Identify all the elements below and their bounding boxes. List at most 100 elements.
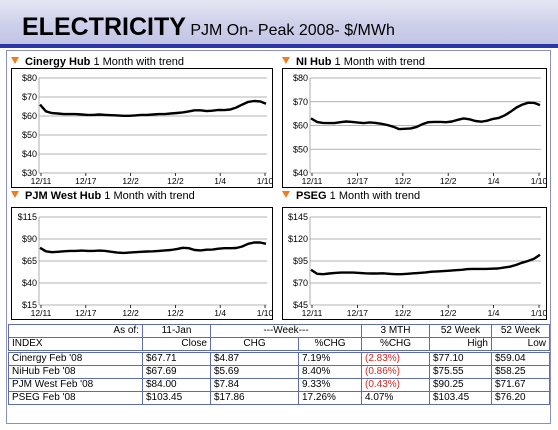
cell-mth-pchg: (2.83%)	[361, 351, 430, 366]
y-tick-label: $80	[293, 73, 308, 83]
week52-header-low: 52 Week	[491, 324, 550, 338]
y-tick-label: $40	[293, 168, 308, 178]
cell-pchg: 8.40%	[298, 365, 362, 379]
cell-high: $75.55	[429, 365, 492, 379]
three-month-header: 3 MTH	[361, 324, 430, 338]
chart-title-name: PSEG	[296, 190, 327, 202]
triangle-marker-icon	[282, 191, 290, 198]
cell-index: Cinergy Feb '08	[8, 351, 143, 366]
y-tick-label: $145	[288, 212, 308, 222]
chart-plot-box: $115 $90 $65 $40 $15 12/11 12/17 12/2 12/2 1/4 1/1…	[11, 207, 273, 320]
triangle-marker-icon	[11, 191, 19, 198]
cell-high: $90.25	[429, 378, 492, 392]
y-tick-label: $90	[22, 234, 37, 244]
x-tick-label: 12/17	[75, 308, 97, 318]
x-tick-label: 12/17	[75, 176, 97, 186]
chart-title-name: NI Hub	[296, 56, 332, 68]
cell-index: PSEG Feb '08	[8, 391, 143, 405]
table-row: NiHub Feb '08 $67.69 $5.69 8.40% (0.86%)…	[8, 365, 550, 379]
y-tick-label: $65	[22, 256, 37, 266]
table-row: PJM West Feb '08 $84.00 $7.84 9.33% (0.4…	[8, 378, 550, 392]
chart-panel-ni-hub: NI Hub 1 Month with trend $80 $70 $60 $50 $4…	[282, 56, 547, 188]
week52-header-high: 52 Week	[429, 324, 492, 338]
x-tick-label: 1/4	[488, 176, 500, 186]
cell-pchg: 17.26%	[298, 391, 362, 405]
cell-chg: $4.87	[210, 351, 299, 366]
asof-date: 11-Jan	[142, 324, 211, 338]
chart-title-rest: 1 Month with trend	[334, 56, 426, 68]
series-line	[310, 101, 541, 131]
chart-panel-cinergy-hub: Cinergy Hub 1 Month with trend $80 $70 $60…	[11, 56, 273, 188]
table-row: Cinergy Feb '08 $67.71 $4.87 7.19% (2.83…	[8, 351, 550, 366]
x-tick-label: 12/11	[302, 176, 323, 186]
triangle-marker-icon	[11, 57, 19, 64]
x-tick-label: 12/11	[302, 308, 323, 318]
chart-title-rest: 1 Month with trend	[93, 56, 184, 68]
column-header-chg: CHG	[210, 337, 299, 353]
column-header-pchg: %CHG	[298, 337, 362, 353]
chart-panel-pjm-west-hub: PJM West Hub 1 Month with trend $115 $90 $…	[11, 190, 273, 320]
cell-close: $67.69	[142, 365, 211, 379]
series-line	[310, 253, 541, 276]
price-table: As of: 11-Jan ---Week--- 3 MTH 52 Week 5…	[8, 324, 550, 405]
chart-panel-pseg: PSEG 1 Month with trend $145 $120 $95 $70 $4…	[282, 190, 547, 320]
x-tick-label: 1/10	[531, 308, 546, 318]
chart-plot-box: $80 $70 $60 $50 $40 12/11 12/17 12/2 12/2 1/4 1/10	[282, 68, 547, 188]
y-tick-label: $50	[22, 130, 37, 140]
x-tick-label: 1/10	[257, 308, 272, 318]
x-tick-label: 12/2	[395, 176, 412, 186]
column-header-high: High	[429, 337, 492, 353]
cell-low: $71.67	[491, 378, 550, 392]
cell-high: $103.45	[429, 391, 492, 405]
x-tick-label: 1/4	[488, 308, 500, 318]
cell-chg: $7.84	[210, 378, 299, 392]
x-tick-label: 1/10	[531, 176, 546, 186]
cell-pchg: 7.19%	[298, 351, 362, 366]
cell-chg: $5.69	[210, 365, 299, 379]
y-tick-label: $50	[293, 144, 308, 154]
y-tick-label: $45	[293, 300, 308, 310]
y-tick-label: $40	[22, 149, 37, 159]
cell-index: PJM West Feb '08	[8, 378, 143, 392]
x-tick-label: 12/17	[347, 308, 369, 318]
chart-plot-box: $145 $120 $95 $70 $45 12/11 12/17 12/2 12/2 1/4 1/…	[282, 207, 547, 320]
cell-mth-pchg: (0.43%)	[361, 378, 430, 392]
y-tick-label: $30	[22, 168, 37, 178]
series-line	[39, 241, 267, 255]
chart-title-name: Cinergy Hub	[25, 56, 91, 68]
chart-title: NI Hub 1 Month with trend	[282, 56, 425, 70]
y-tick-label: $70	[22, 92, 37, 102]
cell-high: $77.10	[429, 351, 492, 366]
x-tick-label: 12/2	[440, 308, 457, 318]
table-asof-row: As of: 11-Jan ---Week--- 3 MTH 52 Week 5…	[8, 324, 550, 338]
cell-index: NiHub Feb '08	[8, 365, 143, 379]
x-tick-label: 1/4	[214, 308, 226, 318]
x-tick-label: 12/11	[31, 176, 52, 186]
cell-close: $84.00	[142, 378, 211, 392]
x-tick-label: 12/17	[347, 176, 369, 186]
x-tick-label: 12/2	[395, 308, 412, 318]
y-tick-label: $60	[293, 121, 308, 131]
column-header-close: Close	[142, 337, 211, 353]
page-header: ELECTRICITY PJM On- Peak 2008- $/MWh	[0, 0, 558, 44]
x-tick-label: 12/11	[31, 308, 52, 318]
asof-label: As of:	[8, 324, 143, 338]
y-tick-label: $70	[293, 97, 308, 107]
cell-chg: $17.86	[210, 391, 299, 405]
y-tick-label: $70	[293, 278, 308, 288]
y-tick-label: $95	[293, 256, 308, 266]
cell-low: $58.25	[491, 365, 550, 379]
cell-pchg: 9.33%	[298, 378, 362, 392]
table-row: PSEG Feb '08 $103.45 $17.86 17.26% 4.07%…	[8, 391, 550, 405]
chart-title-rest: 1 Month with trend	[104, 190, 195, 202]
x-tick-label: 12/2	[167, 308, 184, 318]
y-tick-label: $60	[22, 111, 37, 121]
column-header-mth-pchg: %CHG	[361, 337, 430, 353]
week-group-header: ---Week---	[210, 324, 362, 338]
x-tick-label: 1/4	[214, 176, 226, 186]
chart-plot-box: $80 $70 $60 $50 $40 $30 12/11 12/17 12/2 12/2 1/4 1…	[11, 68, 273, 188]
y-tick-label: $115	[18, 212, 37, 222]
